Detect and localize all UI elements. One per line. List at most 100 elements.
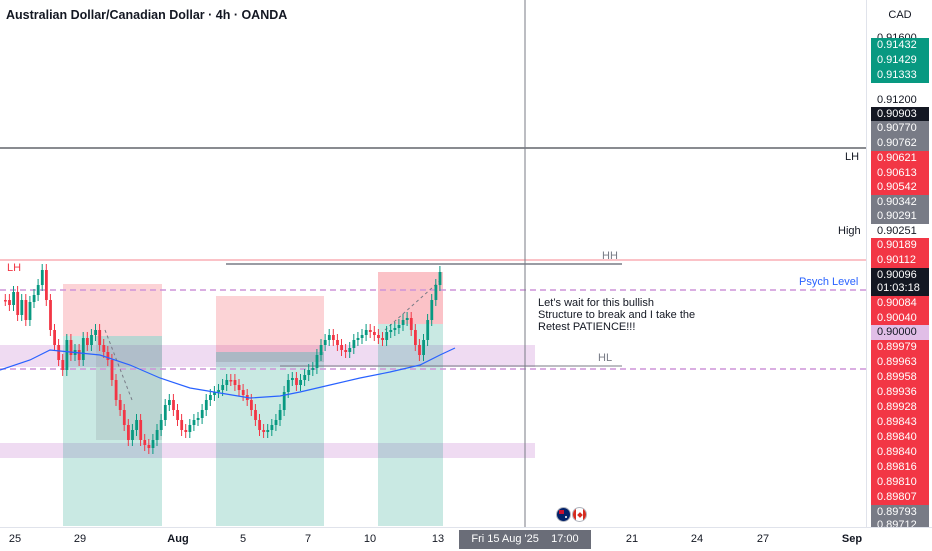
time-tick: 10 [363, 533, 377, 545]
candle-body [348, 348, 352, 352]
price-label: 0.90084 [871, 296, 929, 311]
candle-body [135, 420, 138, 430]
candle-body [69, 340, 73, 355]
candle-body [422, 340, 425, 355]
candle-body [57, 345, 61, 360]
candle-body [250, 400, 253, 410]
candle-body [319, 345, 323, 355]
candle-body [405, 318, 409, 320]
candle-body [172, 400, 175, 410]
candle-body [336, 340, 339, 345]
time-tick: 27 [756, 533, 770, 545]
price-label: 0.90903 [871, 107, 929, 122]
time-tick: 25 [8, 533, 22, 545]
candle-body [381, 338, 384, 340]
candle-body [159, 420, 163, 430]
hh-label: HH [602, 250, 618, 262]
candle-body [295, 378, 298, 385]
price-label: 0.90000 [871, 325, 929, 340]
crosshair-time-label: Fri 15 Aug '25 17:00 [459, 530, 591, 549]
price-label: 0.89936 [871, 385, 929, 400]
candle-body [20, 300, 24, 315]
candle-body [430, 300, 434, 320]
candle-body [176, 410, 179, 420]
candle-body [401, 320, 405, 325]
price-label: 01:03:18 [871, 281, 929, 296]
candle-body [65, 340, 69, 370]
candle-body [90, 335, 93, 345]
candle-body [377, 335, 380, 338]
candle-body [151, 440, 155, 448]
price-label: 0.90542 [871, 180, 929, 195]
candle-body [373, 332, 376, 335]
trade-note[interactable]: Let’s wait for this bullish Structure to… [538, 297, 696, 333]
chart-pane[interactable]: Australian Dollar/Canadian Dollar · 4h ·… [0, 0, 866, 527]
position-box-1[interactable] [63, 284, 162, 526]
candle-body [184, 430, 188, 432]
candle-body [393, 328, 397, 330]
chart-canvas[interactable] [0, 0, 866, 527]
candle-body [356, 338, 360, 340]
candle-body [24, 300, 28, 320]
candle-body [262, 430, 266, 432]
high-side-label: High [835, 224, 864, 238]
candle-body [200, 410, 204, 418]
candle-body [122, 410, 126, 425]
candle-body [360, 335, 364, 338]
price-label: 0.89810 [871, 475, 929, 490]
candle-body [110, 360, 114, 380]
candle-body [102, 345, 106, 352]
candle-body [323, 340, 327, 345]
price-label: 0.90096 [871, 268, 929, 283]
candle-body [286, 380, 290, 392]
symbol-title[interactable]: Australian Dollar/Canadian Dollar · 4h ·… [6, 8, 288, 22]
candle-body [36, 285, 40, 295]
candle-body [397, 325, 401, 328]
price-label: 0.89816 [871, 460, 929, 475]
price-label: 0.91333 [871, 68, 929, 83]
candle-body [307, 370, 311, 375]
candle-body [352, 340, 356, 348]
candle-body [8, 300, 11, 305]
candle-body [32, 295, 36, 302]
candle-body [270, 425, 274, 430]
lh-side-label: LH [842, 150, 863, 164]
time-tick: 29 [73, 533, 87, 545]
position-box-3[interactable] [378, 272, 443, 526]
candle-body [233, 380, 237, 385]
price-label: 0.89793 [871, 505, 929, 520]
candle-body [332, 335, 335, 340]
price-label: 0.90112 [871, 253, 929, 268]
candle-body [311, 368, 315, 370]
candle-body [114, 380, 118, 400]
candle-body [409, 318, 413, 330]
candle-body [94, 330, 97, 335]
candle-body [12, 292, 15, 305]
candle-body [106, 352, 110, 360]
candle-body [45, 270, 48, 300]
time-axis[interactable]: 25 29 Aug 5 7 10 13 21 24 27 Sep Fri 15 … [0, 527, 932, 551]
canada-flag-icon[interactable] [572, 507, 587, 522]
candle-body [155, 430, 159, 440]
candle-body [241, 390, 245, 395]
candle-body [237, 385, 241, 390]
price-label: 0.90251 [871, 224, 929, 239]
candle-body [40, 270, 44, 285]
australia-flag-icon[interactable] [556, 507, 571, 522]
candle-body [266, 430, 270, 432]
price-label: 0.90613 [871, 166, 929, 181]
candle-body [225, 380, 229, 385]
candle-body [53, 330, 56, 345]
candle-body [204, 400, 208, 410]
price-axis[interactable]: CAD 0.91600 0.91200 0.914320.914290.9133… [866, 0, 932, 533]
candle-body [28, 302, 32, 320]
price-label: 0.90621 [871, 151, 929, 166]
time-tick: 7 [304, 533, 312, 545]
candle-body [131, 430, 134, 440]
candle-body [188, 425, 192, 432]
currency-label[interactable]: CAD [888, 9, 912, 21]
position-box-2[interactable] [216, 296, 324, 526]
support-zone-lower [0, 443, 535, 458]
candle-body [139, 420, 143, 440]
price-label: 0.90291 [871, 209, 929, 224]
